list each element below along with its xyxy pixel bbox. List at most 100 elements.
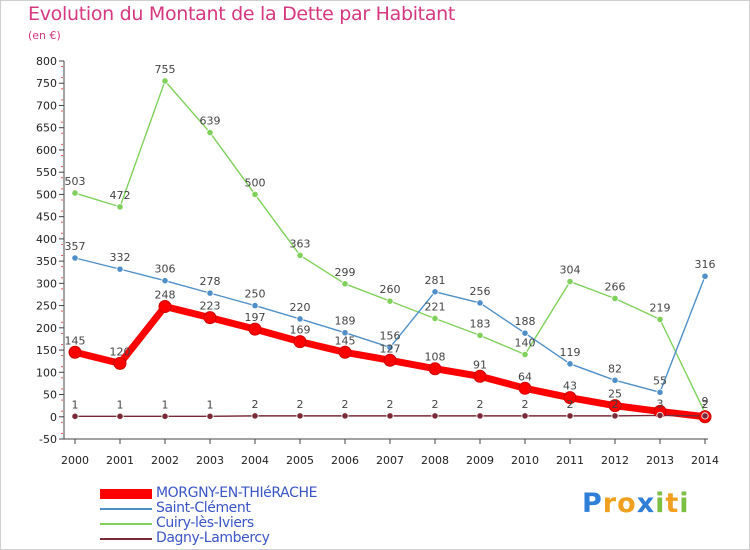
data-label-saint-clement: 278 bbox=[200, 275, 221, 288]
data-point-saint-clement bbox=[206, 289, 214, 297]
x-tick-label: 2011 bbox=[556, 454, 584, 467]
data-label-cuiry: 500 bbox=[245, 176, 266, 189]
data-point-cuiry bbox=[251, 190, 259, 199]
data-label-dagny: 1 bbox=[162, 398, 169, 411]
data-label-dagny: 2 bbox=[387, 398, 394, 411]
x-tick-label: 2006 bbox=[331, 454, 359, 467]
data-label-cuiry: 299 bbox=[335, 266, 356, 279]
data-label-saint-clement: 256 bbox=[470, 285, 491, 298]
data-label-cuiry: 639 bbox=[200, 115, 221, 128]
x-tick-label: 2001 bbox=[106, 454, 134, 467]
legend-label-morgny: MORGNY-EN-THIéRACHE bbox=[156, 485, 318, 501]
data-label-saint-clement: 306 bbox=[155, 263, 176, 276]
data-label-saint-clement: 55 bbox=[653, 374, 667, 387]
data-label-dagny: 2 bbox=[252, 398, 259, 411]
logo-letter: x bbox=[636, 488, 656, 519]
y-tick-label: 50 bbox=[43, 389, 57, 402]
data-point-cuiry bbox=[341, 280, 349, 288]
x-tick-label: 2002 bbox=[151, 454, 179, 467]
data-point-cuiry bbox=[206, 128, 214, 137]
y-tick-label: 500 bbox=[36, 188, 57, 201]
data-point-morgny bbox=[428, 362, 442, 376]
y-tick-label: 750 bbox=[36, 77, 57, 90]
data-point-saint-clement bbox=[341, 329, 349, 337]
legend-label-dagny: Dagny-Lambercy bbox=[156, 530, 270, 546]
x-tick-label: 2013 bbox=[646, 454, 674, 467]
y-tick-label: 350 bbox=[36, 255, 57, 268]
data-point-saint-clement bbox=[476, 299, 484, 307]
data-point-dagny bbox=[296, 412, 304, 420]
data-label-dagny: 2 bbox=[612, 398, 619, 411]
y-tick-label: 250 bbox=[36, 300, 57, 313]
data-label-cuiry: 266 bbox=[605, 280, 626, 293]
data-label-cuiry: 755 bbox=[155, 63, 176, 76]
data-point-cuiry bbox=[611, 294, 619, 303]
data-label-dagny: 1 bbox=[72, 398, 79, 411]
x-tick-label: 2005 bbox=[286, 454, 314, 467]
data-label-morgny: 108 bbox=[425, 351, 446, 364]
data-label-cuiry: 363 bbox=[290, 237, 311, 250]
data-label-morgny: 145 bbox=[335, 334, 356, 347]
data-point-saint-clement bbox=[161, 277, 169, 285]
x-tick-label: 2003 bbox=[196, 454, 224, 467]
y-tick-label: -50 bbox=[39, 433, 57, 446]
data-point-cuiry bbox=[296, 251, 304, 259]
data-label-cuiry: 9 bbox=[702, 395, 709, 408]
data-label-dagny: 2 bbox=[567, 398, 574, 411]
data-point-morgny bbox=[563, 391, 577, 405]
data-point-dagny bbox=[116, 412, 124, 420]
x-tick-label: 2009 bbox=[466, 454, 494, 467]
data-point-saint-clement bbox=[701, 272, 709, 280]
y-tick-label: 450 bbox=[36, 211, 57, 224]
data-point-morgny bbox=[293, 335, 307, 349]
data-label-cuiry: 140 bbox=[515, 337, 536, 350]
data-label-morgny: 145 bbox=[65, 334, 86, 347]
series-points bbox=[68, 77, 712, 424]
data-point-cuiry bbox=[116, 203, 124, 211]
data-label-saint-clement: 119 bbox=[560, 346, 581, 359]
data-point-dagny bbox=[656, 411, 664, 420]
data-label-saint-clement: 220 bbox=[290, 301, 311, 314]
data-point-saint-clement bbox=[656, 388, 664, 396]
logo-letter: r bbox=[602, 488, 618, 519]
y-tick-label: 0 bbox=[50, 411, 57, 424]
data-point-cuiry bbox=[521, 350, 529, 359]
data-point-cuiry bbox=[566, 277, 574, 286]
data-point-cuiry bbox=[386, 297, 394, 305]
data-point-saint-clement bbox=[71, 254, 79, 262]
y-tick-label: 600 bbox=[36, 144, 57, 157]
y-tick-label: 700 bbox=[36, 99, 57, 112]
legend-swatch-saint-clement bbox=[100, 508, 152, 510]
data-labels: 1451202482231971691451271089164432535733… bbox=[65, 63, 716, 411]
data-label-morgny: 169 bbox=[290, 324, 311, 337]
data-label-saint-clement: 281 bbox=[425, 274, 446, 287]
data-label-morgny: 197 bbox=[245, 311, 266, 324]
data-point-cuiry bbox=[71, 189, 79, 197]
data-point-saint-clement bbox=[611, 376, 619, 384]
data-label-morgny: 127 bbox=[380, 342, 401, 355]
data-label-dagny: 3 bbox=[657, 397, 664, 410]
x-tick-label: 2007 bbox=[376, 454, 404, 467]
data-point-saint-clement bbox=[521, 329, 529, 337]
data-point-dagny bbox=[611, 412, 619, 420]
data-point-dagny bbox=[476, 412, 484, 420]
data-label-dagny: 2 bbox=[432, 398, 439, 411]
data-point-morgny bbox=[383, 353, 397, 367]
data-point-cuiry bbox=[161, 77, 169, 85]
data-point-dagny bbox=[386, 412, 394, 420]
logo-letter: i bbox=[655, 488, 666, 519]
data-point-saint-clement bbox=[296, 315, 304, 323]
logo-letter: t bbox=[665, 488, 680, 519]
logo-letter: i bbox=[679, 488, 690, 519]
legend-swatch-cuiry bbox=[100, 523, 152, 525]
data-point-morgny bbox=[608, 399, 622, 413]
x-tick-label: 2000 bbox=[61, 454, 89, 467]
data-point-cuiry bbox=[656, 315, 664, 323]
data-label-dagny: 2 bbox=[477, 398, 484, 411]
data-label-dagny: 1 bbox=[207, 398, 214, 411]
axes: -50 0 50 100 150 200 250 300 350 400 450 500 550 600 6… bbox=[36, 55, 719, 467]
y-tick-label: 800 bbox=[36, 55, 57, 68]
legend-label-cuiry: Cuiry-lès-Iviers bbox=[156, 515, 254, 531]
